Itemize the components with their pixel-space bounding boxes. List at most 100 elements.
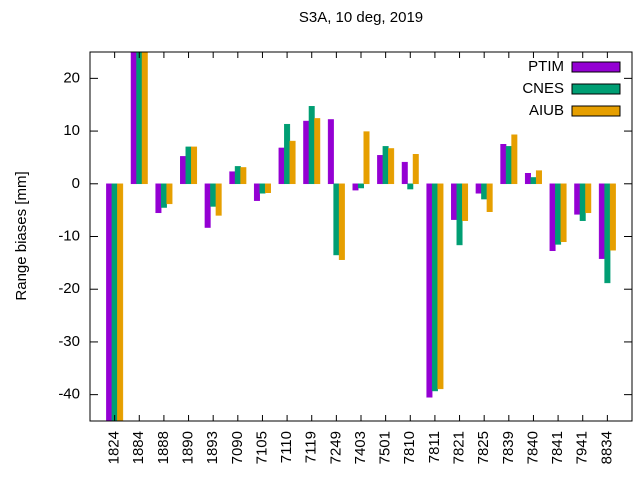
bar: [456, 183, 463, 246]
x-tick-label: 1824: [106, 431, 123, 464]
bar: [560, 183, 567, 243]
bar: [234, 166, 241, 185]
legend-swatch: [571, 83, 621, 95]
bar: [314, 118, 321, 185]
bar: [210, 183, 217, 207]
bar: [180, 156, 187, 185]
bar: [388, 148, 395, 185]
bar: [363, 131, 370, 185]
bar: [530, 177, 537, 185]
y-tick-label: 0: [72, 175, 80, 192]
x-tick-label: 7501: [377, 431, 394, 464]
bar: [229, 171, 236, 185]
bar: [160, 183, 167, 208]
bar: [437, 183, 444, 390]
bar: [303, 120, 310, 185]
bar: [549, 183, 556, 251]
legend-label: CNES: [522, 80, 564, 97]
bar: [585, 183, 592, 214]
legend-swatch: [571, 61, 621, 73]
x-tick-label: 7249: [327, 431, 344, 464]
bar: [401, 161, 408, 185]
bar: [264, 183, 271, 193]
bar: [481, 183, 488, 200]
x-tick-label: 7403: [352, 431, 369, 464]
x-tick-label: 7810: [401, 431, 418, 464]
legend-swatch: [571, 105, 621, 117]
bar: [141, 52, 148, 185]
chart-title: S3A, 10 deg, 2019: [299, 9, 423, 26]
bar: [377, 155, 384, 185]
y-tick-label: -40: [58, 386, 80, 403]
bar: [475, 183, 482, 194]
bar: [358, 183, 364, 189]
bar: [451, 183, 458, 220]
bar: [253, 183, 260, 201]
bar: [130, 52, 137, 185]
bar: [155, 183, 162, 214]
x-tick-label: 7811: [426, 431, 443, 463]
bar: [327, 119, 334, 185]
bar: [136, 52, 143, 185]
bar: [259, 183, 266, 194]
legend-label: PTIM: [528, 58, 564, 75]
bar: [338, 183, 345, 260]
bar: [185, 146, 192, 185]
bar: [486, 183, 493, 212]
bar: [574, 183, 581, 215]
bar: [308, 106, 315, 185]
bar: [511, 134, 518, 185]
x-tick-label: 1890: [180, 431, 197, 464]
y-tick-label: -20: [58, 280, 80, 297]
x-tick-label: 1888: [155, 431, 172, 464]
bar: [426, 183, 433, 398]
bar: [462, 183, 469, 221]
bar: [289, 140, 296, 185]
bar: [500, 144, 507, 185]
x-tick-label: 7839: [500, 431, 517, 464]
x-tick-label: 7090: [229, 431, 246, 464]
bar: [555, 183, 562, 245]
bar: [524, 172, 531, 185]
bar: [191, 146, 198, 185]
x-tick-label: 7821: [451, 431, 468, 464]
x-tick-label: 7840: [524, 431, 541, 464]
bar: [505, 146, 512, 185]
x-tick-label: 7825: [475, 431, 492, 464]
y-tick-label: 20: [63, 69, 80, 86]
bar: [204, 183, 211, 228]
legend-label: AIUB: [529, 102, 564, 119]
bar: [382, 146, 389, 185]
bar: [604, 183, 611, 284]
bar: [609, 183, 616, 251]
bar: [166, 183, 173, 205]
bar: [579, 183, 586, 221]
x-tick-label: 7841: [549, 431, 566, 464]
bar: [535, 170, 542, 185]
x-tick-label: 7119: [303, 431, 320, 463]
x-tick-label: 1884: [130, 431, 147, 464]
bar: [598, 183, 605, 259]
bar: [240, 167, 247, 185]
bar: [117, 183, 124, 421]
x-tick-label: 7110: [278, 431, 295, 463]
x-tick-label: 1893: [204, 431, 221, 464]
bar: [278, 147, 285, 185]
bar: [407, 183, 414, 190]
bar: [215, 183, 222, 216]
y-tick-label: -10: [58, 227, 80, 244]
bar: [106, 183, 113, 421]
bar: [284, 123, 291, 185]
bar: [352, 183, 359, 191]
y-axis-label: Range biases [mm]: [13, 171, 30, 300]
bar: [431, 183, 438, 392]
y-tick-label: -30: [58, 333, 80, 350]
bar: [412, 154, 419, 185]
bar: [111, 183, 118, 421]
x-tick-label: 7105: [253, 431, 270, 464]
x-tick-label: 7941: [574, 431, 591, 464]
x-tick-label: 8834: [598, 431, 615, 464]
plot-area: [106, 52, 616, 421]
y-tick-label: 10: [63, 122, 80, 139]
